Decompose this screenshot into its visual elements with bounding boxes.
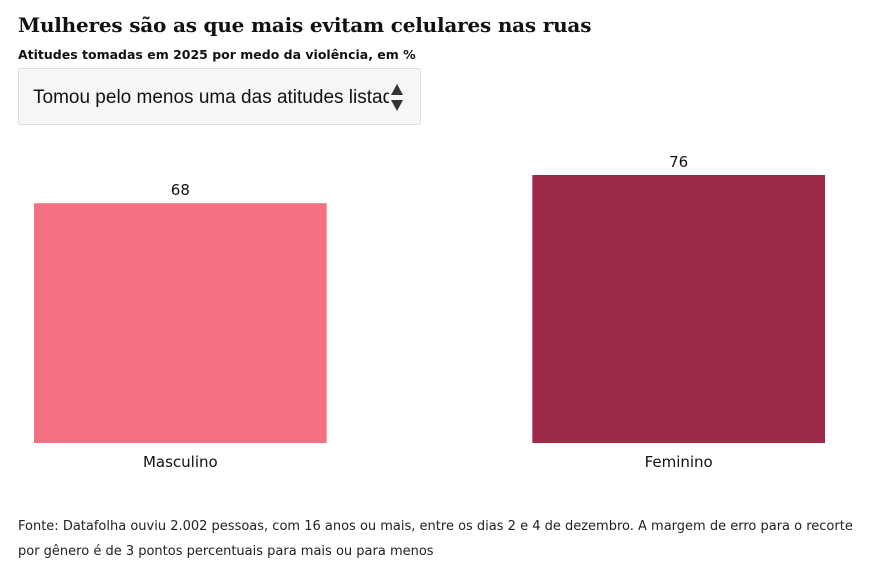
select-arrows-icon: [389, 83, 405, 113]
chart-title: Mulheres são as que mais evitam celulare…: [18, 13, 592, 37]
chart-subtitle: Atitudes tomadas em 2025 por medo da vio…: [18, 47, 416, 62]
bar-masculino[interactable]: [34, 203, 327, 443]
category-label-feminino: Feminino: [645, 453, 713, 471]
value-label-feminino: 76: [669, 153, 688, 171]
attitude-select-value: Tomou pelo menos uma das atitudes listad…: [33, 87, 389, 108]
category-label-masculino: Masculino: [143, 453, 218, 471]
attitude-select[interactable]: Tomou pelo menos uma das atitudes listad…: [18, 68, 421, 125]
source-note: Fonte: Datafolha ouviu 2.002 pessoas, co…: [18, 519, 853, 559]
bar-feminino[interactable]: [532, 175, 825, 443]
bar-chart: 68 Masculino 76 Feminino: [34, 153, 825, 471]
value-label-masculino: 68: [171, 181, 190, 199]
